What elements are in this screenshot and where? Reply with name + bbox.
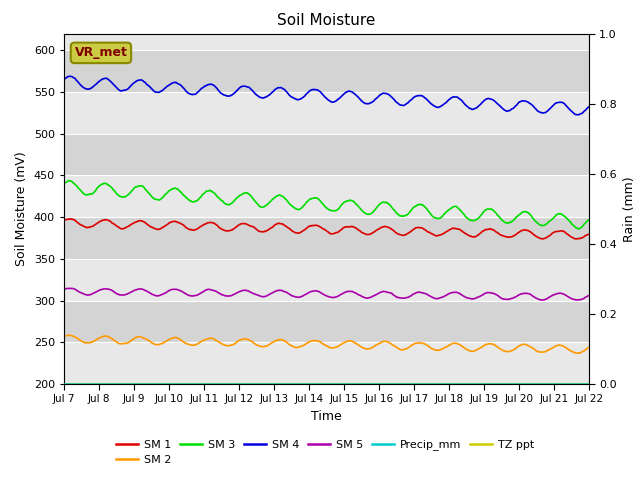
Title: Soil Moisture: Soil Moisture xyxy=(277,13,376,28)
Legend: SM 1, SM 2, SM 3, SM 4, SM 5, Precip_mm, TZ ppt: SM 1, SM 2, SM 3, SM 4, SM 5, Precip_mm,… xyxy=(111,435,538,469)
Bar xyxy=(64,134,589,175)
Bar xyxy=(64,50,589,92)
Bar xyxy=(64,300,589,342)
Bar xyxy=(64,217,589,259)
X-axis label: Time: Time xyxy=(311,410,342,423)
Bar xyxy=(64,92,589,134)
Text: VR_met: VR_met xyxy=(74,47,127,60)
Bar xyxy=(64,259,589,300)
Y-axis label: Rain (mm): Rain (mm) xyxy=(623,176,636,241)
Bar xyxy=(64,342,589,384)
Y-axis label: Soil Moisture (mV): Soil Moisture (mV) xyxy=(15,151,28,266)
Bar xyxy=(64,175,589,217)
